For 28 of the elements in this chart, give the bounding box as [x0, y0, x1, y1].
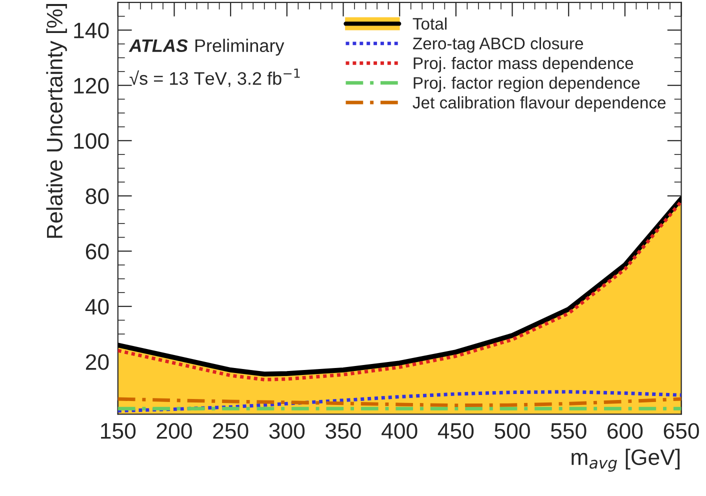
- y-tick-label: 140: [74, 22, 109, 38]
- x-tick-label: 250: [213, 423, 248, 439]
- x-tick-label: 350: [326, 423, 361, 439]
- legend-label: Total: [412, 17, 447, 30]
- legend-label: Proj. factor region dependence: [414, 76, 640, 92]
- annotation: √s = 13 TeV, 3.2 fb$^{−1}$: [130, 68, 300, 88]
- y-tick-label: 20: [86, 354, 109, 370]
- legend-label: Jet calibration flavour dependence: [412, 96, 666, 112]
- y-tick-label: 40: [85, 298, 109, 315]
- x-axis-title: m$_{avg}$ [GeV]: [572, 448, 680, 472]
- legend-label: Proj. factor mass dependence: [414, 56, 634, 72]
- y-tick-label: 100: [74, 133, 109, 149]
- y-tick-label: 60: [86, 244, 109, 260]
- y-tick-label: 120: [74, 78, 109, 94]
- y-axis-title: Relative Uncertainty [%]: [46, 4, 67, 238]
- x-tick-label: 150: [101, 423, 136, 439]
- annotation: ATLAS: [128, 39, 188, 52]
- legend-label: Zero-tag ABCD closure: [412, 37, 584, 53]
- x-tick-label: 400: [382, 423, 418, 439]
- x-tick-label: 300: [269, 423, 305, 439]
- y-tick-label: 80: [86, 188, 109, 204]
- x-tick-label: 450: [438, 423, 474, 439]
- annotation: Preliminary: [195, 38, 284, 56]
- x-tick-label: 550: [550, 423, 586, 439]
- x-tick-label: 200: [156, 423, 192, 439]
- x-tick-label: 500: [494, 423, 530, 439]
- x-tick-label: 600: [608, 423, 643, 439]
- x-tick-label: 650: [664, 423, 699, 439]
